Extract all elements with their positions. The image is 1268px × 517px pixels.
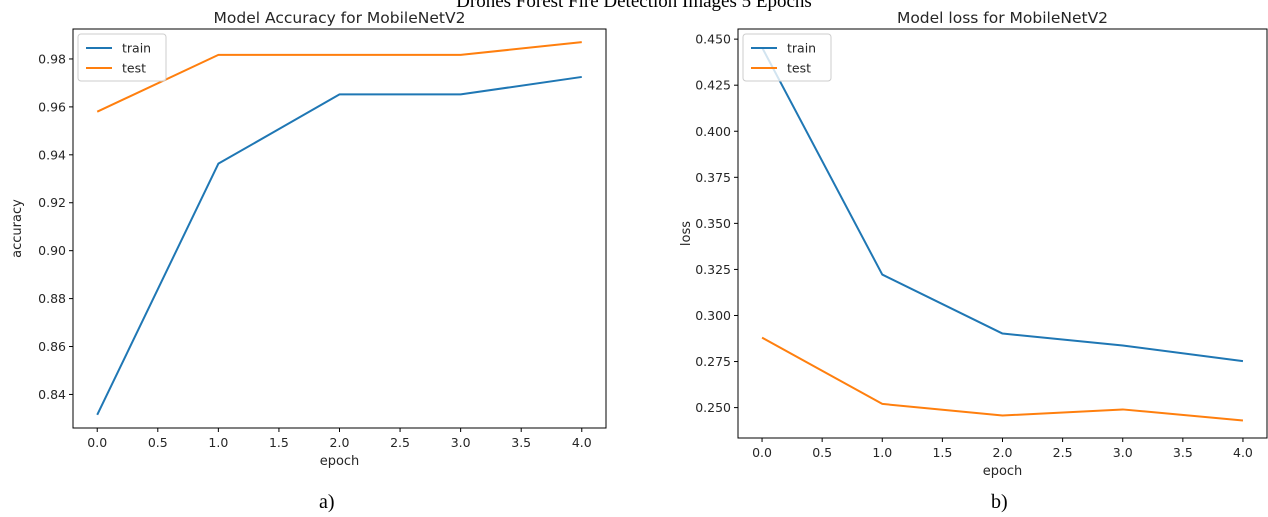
y-tick-label: 0.375 bbox=[695, 170, 731, 185]
y-tick-label: 0.98 bbox=[38, 51, 66, 66]
x-tick-label: 4.0 bbox=[1233, 445, 1253, 460]
x-tick-label: 1.0 bbox=[872, 445, 892, 460]
x-tick-label: 1.5 bbox=[269, 435, 289, 450]
y-tick-label: 0.250 bbox=[695, 400, 731, 415]
chart-loss: Model loss for MobileNetV2 0.0 0.5 1.0 1.5 2.… bbox=[679, 9, 1268, 479]
y-axis-label: loss bbox=[679, 221, 694, 246]
x-tick-label: 3.0 bbox=[1113, 445, 1133, 460]
legend-label-train: train bbox=[787, 41, 816, 56]
y-tick-label: 0.350 bbox=[695, 216, 731, 231]
legend-label-test: test bbox=[787, 61, 811, 76]
y-tick-label: 0.94 bbox=[38, 147, 66, 162]
x-tick-label: 0.0 bbox=[87, 435, 107, 450]
legend: train test bbox=[742, 33, 832, 82]
y-tick-label: 0.325 bbox=[695, 262, 731, 277]
x-tick-label: 0.5 bbox=[148, 435, 168, 450]
x-tick-label: 2.0 bbox=[330, 435, 350, 450]
legend-box bbox=[77, 33, 167, 82]
y-tick-label: 0.425 bbox=[695, 78, 731, 93]
x-axis-label: epoch bbox=[983, 464, 1023, 479]
y-tick-label: 0.92 bbox=[38, 195, 66, 210]
legend-box bbox=[742, 33, 832, 82]
y-tick-label: 0.450 bbox=[695, 32, 731, 47]
legend-label-train: train bbox=[122, 41, 151, 56]
x-tick-label: 4.0 bbox=[572, 435, 592, 450]
series-line-test bbox=[96, 41, 582, 113]
x-tick-label: 2.5 bbox=[390, 435, 410, 450]
y-tick-label: 0.96 bbox=[38, 99, 66, 114]
plot-frame bbox=[72, 28, 607, 429]
chart-title: Model Accuracy for MobileNetV2 bbox=[214, 9, 466, 27]
series-line-test bbox=[761, 336, 1244, 422]
y-tick-label: 0.275 bbox=[695, 354, 731, 369]
x-tick-label: 2.5 bbox=[1053, 445, 1073, 460]
figure-title: Drones Forest Fire Detection Images 5 Ep… bbox=[456, 0, 812, 12]
legend: train test bbox=[77, 33, 167, 82]
y-tick-label: 0.300 bbox=[695, 308, 731, 323]
plot-frame bbox=[737, 28, 1268, 439]
caption-b: b) bbox=[991, 491, 1008, 513]
x-tick-label: 3.5 bbox=[511, 435, 531, 450]
x-tick-label: 3.0 bbox=[451, 435, 471, 450]
x-axis-label: epoch bbox=[320, 454, 360, 469]
legend-label-test: test bbox=[122, 61, 146, 76]
chart-accuracy: Model Accuracy for MobileNetV2 0.0 0.5 1.0 1… bbox=[10, 9, 607, 469]
x-tick-label: 0.5 bbox=[812, 445, 832, 460]
y-tick-label: 0.90 bbox=[38, 243, 66, 258]
x-tick-label: 0.0 bbox=[752, 445, 772, 460]
x-tick-label: 1.5 bbox=[932, 445, 952, 460]
x-tick-label: 1.0 bbox=[208, 435, 228, 450]
x-tick-label: 2.0 bbox=[993, 445, 1013, 460]
y-tick-label: 0.84 bbox=[38, 387, 66, 402]
series-line-train bbox=[96, 75, 582, 416]
chart-title: Model loss for MobileNetV2 bbox=[897, 9, 1108, 27]
y-axis-label: accuracy bbox=[10, 199, 25, 258]
y-tick-label: 0.400 bbox=[695, 124, 731, 139]
caption-a: a) bbox=[319, 491, 335, 513]
y-tick-label: 0.88 bbox=[38, 291, 66, 306]
series-line-train bbox=[761, 46, 1244, 363]
y-tick-label: 0.86 bbox=[38, 339, 66, 354]
x-tick-label: 3.5 bbox=[1173, 445, 1193, 460]
